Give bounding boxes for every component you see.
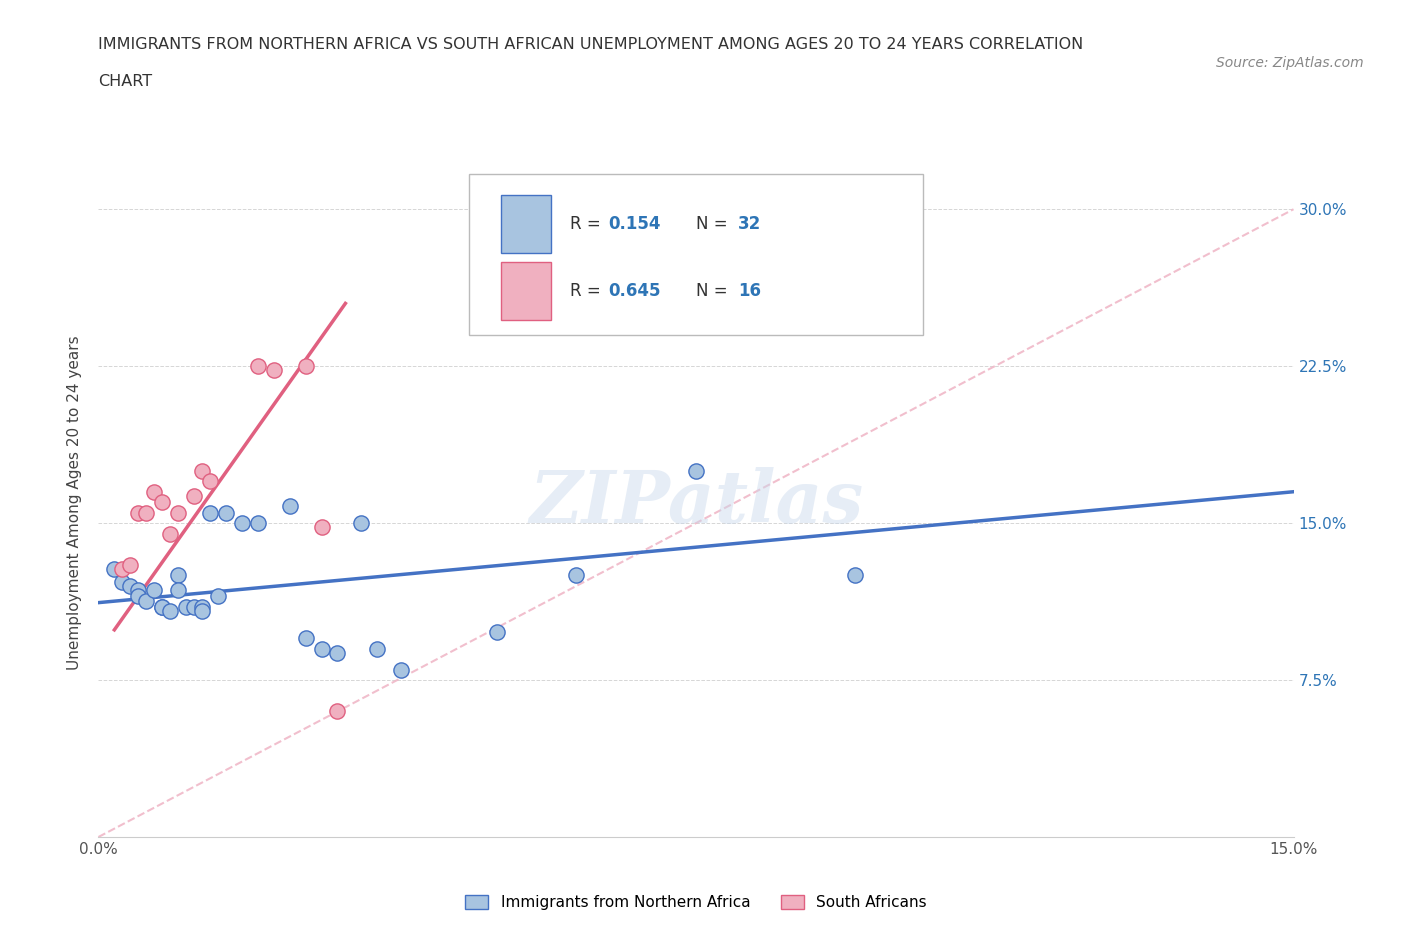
Point: [294, 631, 316, 645]
Point: [150, 600, 173, 615]
Point: [111, 562, 134, 577]
Point: [326, 645, 349, 660]
Point: [127, 589, 149, 604]
Point: [565, 568, 588, 583]
Text: ZIPatlas: ZIPatlas: [529, 467, 863, 538]
Point: [311, 642, 333, 657]
Text: 16: 16: [738, 283, 761, 300]
Point: [844, 568, 866, 583]
Point: [183, 488, 205, 503]
Point: [103, 562, 125, 577]
Point: [167, 582, 190, 598]
Text: IMMIGRANTS FROM NORTHERN AFRICA VS SOUTH AFRICAN UNEMPLOYMENT AMONG AGES 20 TO 2: IMMIGRANTS FROM NORTHERN AFRICA VS SOUTH…: [98, 37, 1084, 52]
Point: [215, 505, 238, 520]
Text: Source: ZipAtlas.com: Source: ZipAtlas.com: [1216, 56, 1364, 70]
Point: [143, 582, 166, 598]
Point: [326, 704, 349, 719]
Point: [246, 516, 269, 531]
Point: [366, 642, 388, 657]
Point: [191, 463, 214, 478]
Point: [263, 363, 285, 378]
FancyBboxPatch shape: [470, 174, 922, 335]
Point: [159, 526, 181, 541]
Point: [150, 495, 173, 510]
Point: [207, 589, 229, 604]
Point: [191, 600, 214, 615]
Point: [350, 516, 373, 531]
Point: [198, 474, 221, 489]
Point: [127, 505, 149, 520]
Text: N =: N =: [696, 216, 733, 233]
Point: [246, 359, 269, 374]
Point: [135, 593, 157, 608]
Point: [135, 505, 157, 520]
Point: [231, 516, 253, 531]
Point: [198, 505, 221, 520]
Point: [120, 558, 142, 573]
Point: [120, 578, 142, 593]
Point: [278, 499, 301, 514]
Point: [167, 505, 190, 520]
Text: R =: R =: [571, 283, 606, 300]
FancyBboxPatch shape: [501, 195, 551, 254]
Point: [311, 520, 333, 535]
Text: CHART: CHART: [98, 74, 152, 89]
Point: [159, 604, 181, 618]
Text: 0.645: 0.645: [609, 283, 661, 300]
Point: [183, 600, 205, 615]
Point: [174, 600, 197, 615]
Point: [485, 625, 508, 640]
Point: [389, 662, 412, 677]
Y-axis label: Unemployment Among Ages 20 to 24 years: Unemployment Among Ages 20 to 24 years: [67, 335, 83, 670]
FancyBboxPatch shape: [501, 262, 551, 321]
Text: 0.154: 0.154: [609, 216, 661, 233]
Point: [127, 582, 149, 598]
Point: [143, 485, 166, 499]
Text: N =: N =: [696, 283, 733, 300]
Text: R =: R =: [571, 216, 606, 233]
Point: [150, 600, 173, 615]
Legend: Immigrants from Northern Africa, South Africans: Immigrants from Northern Africa, South A…: [460, 889, 932, 916]
Point: [685, 463, 707, 478]
Point: [294, 359, 316, 374]
Point: [111, 575, 134, 590]
Point: [191, 604, 214, 618]
Point: [167, 568, 190, 583]
Text: 32: 32: [738, 216, 761, 233]
